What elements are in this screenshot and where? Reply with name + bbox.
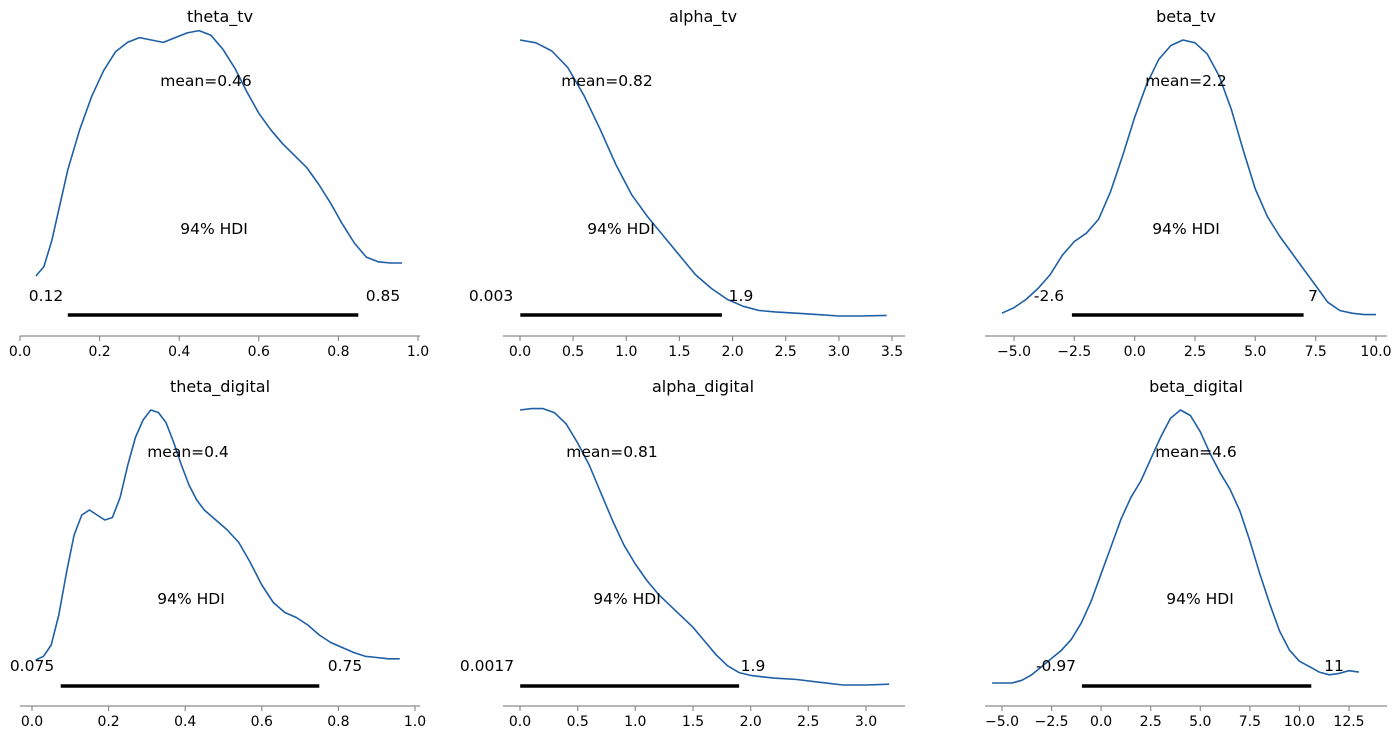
x-tick-label: 10.0 [1360,344,1391,360]
hdi-lower-label: -2.6 [1034,287,1064,305]
kde-curve [1001,39,1376,316]
x-tick-label: 1.0 [404,714,426,730]
hdi-upper-label: 7 [1308,287,1318,305]
x-tick-label: 0.2 [97,714,119,730]
hdi-upper-label: 11 [1324,657,1344,675]
hdi-lower-label: -0.97 [1036,657,1076,675]
kde-curve [519,407,890,686]
hdi-label: 94% HDI [587,220,655,238]
x-tick-label: 5.0 [1189,714,1211,730]
x-tick-label: −2.5 [1057,344,1091,360]
x-tick-label: 0.8 [327,344,349,360]
x-tick-label: 1.5 [682,714,704,730]
x-tick-label: 5.0 [1244,344,1266,360]
mean-label: mean=0.82 [561,72,652,90]
subplot-title: alpha_digital [652,377,754,397]
subplot-alpha-tv: alpha_tv mean=0.82 94% HDI 0.003 1.9 0.0 0.5 1.… [469,7,905,360]
x-tick-label: 1.5 [668,344,690,360]
subplot-beta-digital: beta_digital mean=4.6 94% HDI -0.97 11 −5.0 −2… [985,377,1387,730]
x-tick-label: 0.5 [567,714,589,730]
x-tick-label: 2.5 [797,714,819,730]
x-tick-label: 2.5 [1140,714,1162,730]
x-tick-label: −5.0 [985,714,1019,730]
x-tick-label: 1.0 [407,344,429,360]
hdi-label: 94% HDI [157,590,225,608]
hdi-label: 94% HDI [593,590,661,608]
x-tick-label: 1.0 [615,344,637,360]
hdi-label: 94% HDI [1166,590,1234,608]
x-tick-label: 2.5 [1184,344,1206,360]
hdi-label: 94% HDI [180,220,248,238]
mean-label: mean=0.46 [160,72,251,90]
subplot-title: theta_tv [187,7,253,27]
x-tick-label: 0.4 [168,344,190,360]
x-tick-label: 0.8 [327,714,349,730]
subplot-beta-tv: beta_tv mean=2.2 94% HDI -2.6 7 −5.0 −2.5 0.0 2.… [985,7,1392,360]
hdi-upper-label: 1.9 [729,287,754,305]
x-tick-label: 2.5 [775,344,797,360]
x-tick-label: 3.5 [881,344,903,360]
hdi-lower-label: 0.003 [469,287,513,305]
hdi-upper-label: 0.85 [366,287,401,305]
mean-label: mean=2.2 [1145,72,1227,90]
hdi-lower-label: 0.075 [10,657,54,675]
mean-label: mean=4.6 [1155,443,1237,461]
mean-label: mean=0.81 [566,443,657,461]
x-tick-label: 0.0 [509,714,531,730]
subplot-title: theta_digital [170,377,270,397]
x-tick-label: 2.0 [740,714,762,730]
hdi-label: 94% HDI [1152,220,1220,238]
hdi-upper-label: 0.75 [328,657,363,675]
x-tick-label: 0.2 [88,344,110,360]
x-tick-label: 3.0 [855,714,877,730]
x-tick-label: 0.6 [248,344,270,360]
x-tick-label: 0.6 [251,714,273,730]
x-tick-label: 0.0 [1124,344,1146,360]
x-tick-label: 0.4 [174,714,196,730]
kde-curve [992,409,1360,684]
subplot-alpha-digital: alpha_digital mean=0.81 94% HDI 0.0017 1.9 0.… [460,377,905,730]
x-tick-label: 12.5 [1333,714,1364,730]
subplot-title: alpha_tv [669,7,737,27]
x-tick-label: −2.5 [1035,714,1069,730]
x-tick-label: 0.0 [9,344,31,360]
mean-label: mean=0.4 [147,443,229,461]
x-tick-label: 0.0 [21,714,43,730]
x-tick-label: −5.0 [997,344,1031,360]
subplot-title: beta_digital [1149,377,1243,397]
x-tick-label: 0.5 [562,344,584,360]
hdi-lower-label: 0.12 [29,287,64,305]
hdi-lower-label: 0.0017 [460,657,514,675]
x-tick-label: 0.0 [509,344,531,360]
kde-curve [35,29,403,277]
subplot-theta-tv: theta_tv mean=0.46 94% HDI 0.12 0.85 0.0 0.2 0.… [9,7,429,360]
kde-curve [519,39,887,317]
subplot-theta-digital: theta_digital mean=0.4 94% HDI 0.075 0.75 0.0… [10,377,426,730]
x-tick-label: 7.5 [1305,344,1327,360]
x-tick-label: 2.0 [721,344,743,360]
kde-curve [35,409,400,661]
x-tick-label: 3.0 [828,344,850,360]
subplot-title: beta_tv [1156,7,1216,27]
x-tick-label: 0.0 [1090,714,1112,730]
x-tick-label: 10.0 [1284,714,1315,730]
x-tick-label: 1.0 [624,714,646,730]
x-tick-label: 7.5 [1239,714,1261,730]
hdi-upper-label: 1.9 [741,657,766,675]
